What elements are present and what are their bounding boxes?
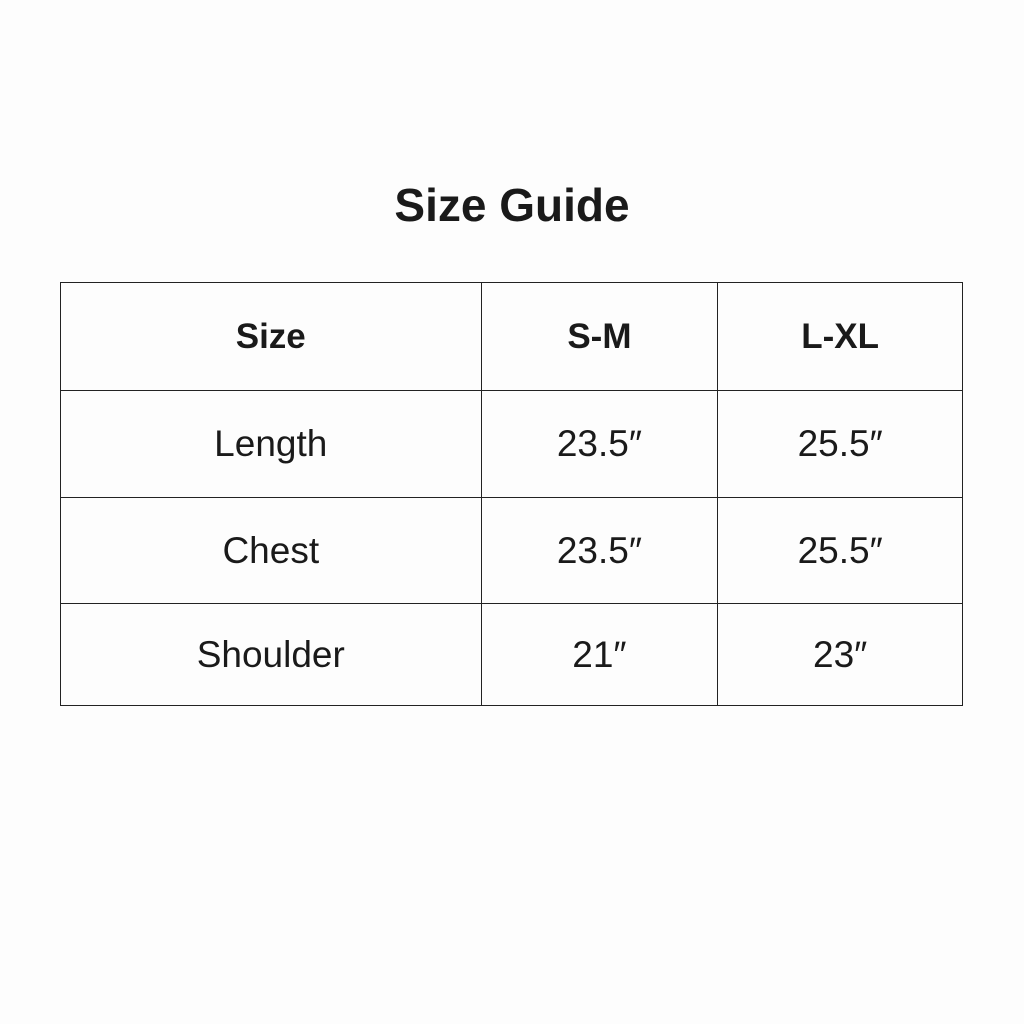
- table-row: Shoulder 21″ 23″: [60, 603, 963, 706]
- cell-value: 23.5″: [480, 390, 719, 498]
- header-s-m: S-M: [480, 282, 719, 391]
- cell-value: 23″: [717, 603, 963, 706]
- cell-value: 21″: [480, 603, 719, 706]
- row-label: Chest: [60, 497, 482, 604]
- size-guide-table: Size S-M L-XL Length 23.5″ 25.5″ Chest 2…: [60, 282, 963, 706]
- table-row: Length 23.5″ 25.5″: [60, 390, 963, 498]
- cell-value: 25.5″: [717, 390, 963, 498]
- header-l-xl: L-XL: [717, 282, 963, 391]
- table-row: Chest 23.5″ 25.5″: [60, 497, 963, 604]
- table-header-row: Size S-M L-XL: [60, 282, 963, 391]
- cell-value: 23.5″: [480, 497, 719, 604]
- row-label: Length: [60, 390, 482, 498]
- page-title: Size Guide: [394, 179, 630, 231]
- row-label: Shoulder: [60, 603, 482, 706]
- header-size: Size: [60, 282, 482, 391]
- cell-value: 25.5″: [717, 497, 963, 604]
